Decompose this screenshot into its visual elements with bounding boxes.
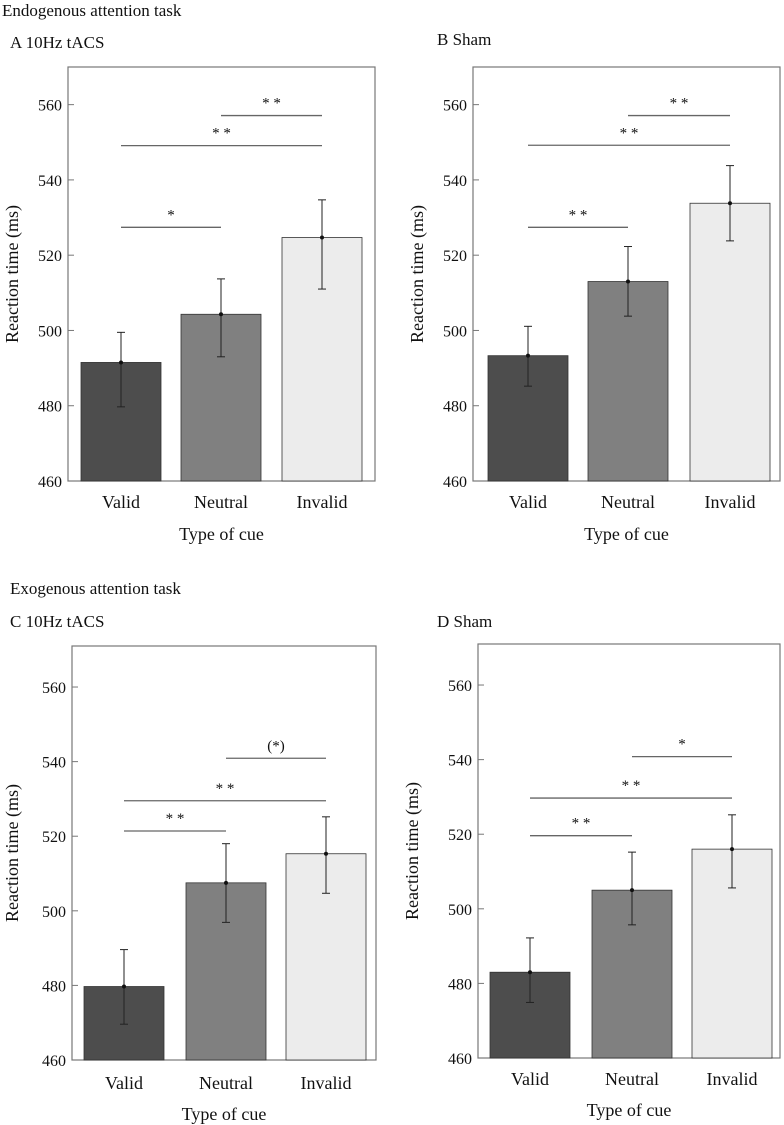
y-axis-label: Reaction time (ms) <box>402 782 423 920</box>
y-axis-label: Reaction time (ms) <box>2 205 23 343</box>
y-tick-label: 540 <box>448 753 472 770</box>
section-title-endogenous: Endogenous attention task <box>2 1 182 20</box>
x-axis-label: Type of cue <box>182 1104 267 1124</box>
mean-point <box>630 888 634 893</box>
x-axis-label: Type of cue <box>587 1100 672 1120</box>
y-tick-label: 460 <box>42 1053 66 1070</box>
x-tick-label: Valid <box>509 492 547 512</box>
y-tick-label: 520 <box>443 248 467 265</box>
y-tick-label: 520 <box>448 827 472 844</box>
x-tick-label: Valid <box>102 492 140 512</box>
y-tick-label: 480 <box>42 978 66 995</box>
mean-point <box>528 970 532 975</box>
significance-marker: * * <box>262 96 281 112</box>
mean-point <box>626 279 630 284</box>
x-axis-label: Type of cue <box>179 524 264 544</box>
x-tick-label: Valid <box>105 1073 143 1093</box>
x-tick-label: Neutral <box>194 492 248 512</box>
mean-point <box>122 984 126 989</box>
mean-point <box>526 353 530 358</box>
significance-marker: * * <box>569 207 588 223</box>
y-tick-label: 540 <box>42 755 66 772</box>
y-tick-label: 520 <box>42 829 66 846</box>
y-tick-label: 540 <box>38 173 62 190</box>
y-tick-label: 480 <box>443 399 467 416</box>
y-tick-label: 500 <box>38 323 62 340</box>
y-tick-label: 520 <box>38 248 62 265</box>
y-tick-label: 500 <box>42 904 66 921</box>
y-tick-label: 460 <box>448 1051 472 1068</box>
significance-marker: * * <box>622 778 641 794</box>
mean-point <box>320 235 324 240</box>
significance-marker: * * <box>572 816 591 832</box>
panel-c: C 10Hz tACS 460 480 500 520 540 560 Valid Neutr… <box>2 612 377 1124</box>
y-tick-label: 480 <box>448 976 472 993</box>
y-tick-label: 560 <box>42 680 66 697</box>
panel-label: B Sham <box>437 30 491 49</box>
x-tick-label: Valid <box>511 1069 549 1089</box>
panel-d: D Sham 460 480 500 520 540 560 Valid Neutral Inv… <box>402 612 781 1120</box>
significance-marker: * <box>167 207 175 223</box>
panel-label: A 10Hz tACS <box>10 33 104 52</box>
x-tick-label: Neutral <box>199 1073 253 1093</box>
y-tick-label: 560 <box>38 98 62 115</box>
panel-label: D Sham <box>437 612 492 631</box>
y-tick-label: 460 <box>38 474 62 491</box>
x-tick-label: Invalid <box>301 1073 352 1093</box>
x-axis-label: Type of cue <box>584 524 669 544</box>
significance-marker: (*) <box>267 738 285 754</box>
mean-point <box>728 201 732 206</box>
x-tick-label: Invalid <box>297 492 348 512</box>
significance-marker: * <box>678 737 686 753</box>
bar-invalid <box>689 202 771 482</box>
mean-point <box>219 312 223 317</box>
y-axis-label: Reaction time (ms) <box>2 784 23 922</box>
x-tick-label: Invalid <box>705 492 756 512</box>
mean-point <box>224 880 228 885</box>
panel-a: A 10Hz tACS 460 480 500 520 540 560 Valid Neutr… <box>2 33 376 544</box>
x-tick-label: Invalid <box>707 1069 758 1089</box>
y-tick-label: 500 <box>448 902 472 919</box>
mean-point <box>730 847 734 852</box>
panel-label: C 10Hz tACS <box>10 612 104 631</box>
significance-marker: * * <box>212 126 231 142</box>
mean-point <box>119 360 123 365</box>
x-tick-label: Neutral <box>601 492 655 512</box>
y-tick-label: 460 <box>443 474 467 491</box>
significance-marker: * * <box>620 125 639 141</box>
mean-point <box>324 851 328 856</box>
significance-marker: * * <box>166 811 185 827</box>
significance-marker: * * <box>670 96 689 112</box>
y-axis-label: Reaction time (ms) <box>407 205 428 343</box>
x-tick-label: Neutral <box>605 1069 659 1089</box>
y-tick-label: 480 <box>38 399 62 416</box>
panel-b: B Sham 460 480 500 520 540 560 Valid Neutral Inv… <box>407 30 781 544</box>
y-tick-label: 560 <box>448 678 472 695</box>
y-tick-label: 540 <box>443 173 467 190</box>
significance-marker: * * <box>216 781 235 797</box>
y-tick-label: 500 <box>443 323 467 340</box>
section-title-exogenous: Exogenous attention task <box>10 579 181 598</box>
y-tick-label: 560 <box>443 98 467 115</box>
